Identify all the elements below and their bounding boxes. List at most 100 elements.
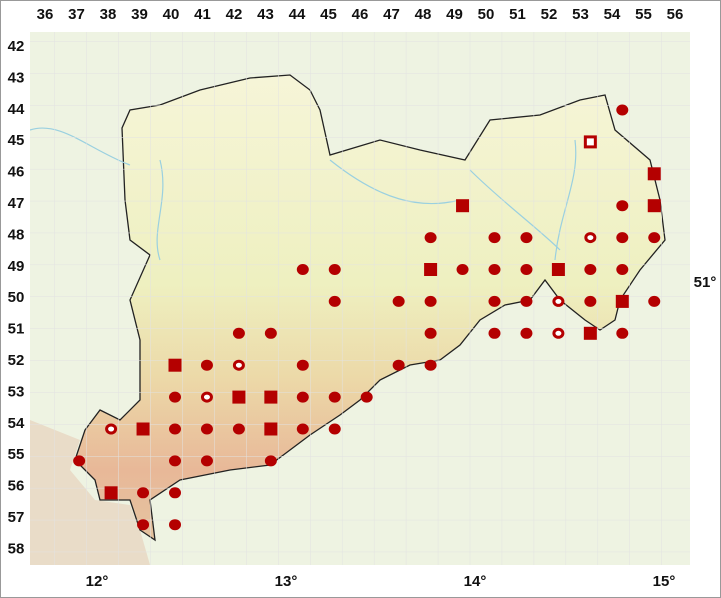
marker-dot <box>169 487 181 499</box>
column-label: 53 <box>572 6 589 23</box>
marker-dot <box>232 327 245 339</box>
marker-dot <box>424 327 437 339</box>
marker-dot <box>328 264 341 275</box>
marker-dot <box>488 232 501 244</box>
marker-square <box>551 263 565 276</box>
marker-dot <box>648 295 661 307</box>
column-label: 56 <box>667 6 684 23</box>
marker-square <box>424 263 438 276</box>
column-label: 37 <box>68 6 85 23</box>
marker-open-dot <box>552 327 565 339</box>
marker-dot <box>392 295 405 307</box>
column-label: 48 <box>415 6 432 23</box>
marker-dot <box>392 359 405 371</box>
marker-dot <box>169 423 181 435</box>
marker-dot <box>296 423 309 435</box>
marker-dot <box>616 200 629 212</box>
marker-dot <box>169 519 181 531</box>
marker-dot <box>616 327 629 339</box>
marker-square <box>647 199 661 213</box>
column-label: 43 <box>257 6 274 23</box>
column-label: 46 <box>352 6 369 23</box>
marker-dot <box>328 295 341 307</box>
marker-dot <box>424 295 437 307</box>
column-label: 47 <box>383 6 400 23</box>
marker-dot <box>648 232 661 244</box>
marker-dot <box>169 455 181 467</box>
marker-dot <box>137 487 150 499</box>
top-band <box>0 0 721 30</box>
longitude-label: 13° <box>275 573 298 590</box>
marker-dot <box>232 423 245 435</box>
marker-square <box>264 422 278 436</box>
row-label: 51 <box>8 321 25 338</box>
marker-dot <box>520 327 533 339</box>
marker-dot <box>616 232 629 244</box>
row-label: 54 <box>8 415 25 432</box>
marker-dot <box>616 104 629 116</box>
column-label: 36 <box>37 6 54 23</box>
marker-dot <box>296 391 309 403</box>
bottom-band <box>0 565 721 598</box>
marker-dot <box>296 264 309 275</box>
column-label: 45 <box>320 6 337 23</box>
marker-open-square <box>583 135 597 149</box>
right-band <box>690 30 721 570</box>
marker-dot <box>328 423 341 435</box>
row-label: 47 <box>8 195 25 212</box>
row-label: 55 <box>8 446 25 463</box>
row-label: 49 <box>8 258 25 275</box>
row-label: 57 <box>8 509 25 526</box>
marker-dot <box>73 455 86 467</box>
column-label: 49 <box>446 6 463 23</box>
column-label: 40 <box>163 6 180 23</box>
marker-dot <box>200 423 213 435</box>
column-label: 55 <box>635 6 652 23</box>
marker-dot <box>456 264 469 275</box>
marker-dot <box>520 295 533 307</box>
marker-square <box>456 199 470 213</box>
marker-dot <box>520 232 533 244</box>
longitude-label: 15° <box>653 573 676 590</box>
left-band <box>0 30 30 570</box>
marker-dot <box>584 295 597 307</box>
marker-dot <box>200 455 213 467</box>
row-label: 42 <box>8 38 25 55</box>
marker-dot <box>137 519 150 531</box>
marker-dot <box>360 391 373 403</box>
column-label: 44 <box>289 6 306 23</box>
marker-dot <box>488 295 501 307</box>
row-label: 48 <box>8 226 25 243</box>
marker-dot <box>169 391 181 403</box>
marker-open-dot <box>552 295 565 307</box>
marker-square <box>264 390 278 404</box>
column-label: 50 <box>478 6 495 23</box>
marker-dot <box>616 264 629 275</box>
marker-dot <box>264 327 277 339</box>
column-label: 41 <box>194 6 211 23</box>
row-label: 43 <box>8 69 25 86</box>
marker-dot <box>328 391 341 403</box>
marker-dot <box>424 359 437 371</box>
marker-dot <box>488 264 501 275</box>
marker-square <box>104 486 118 500</box>
marker-square <box>136 422 150 436</box>
marker-dot <box>200 359 213 371</box>
marker-open-dot <box>584 232 597 244</box>
latitude-label: 51° <box>694 274 717 291</box>
marker-square <box>615 294 629 308</box>
marker-dot <box>296 359 309 371</box>
marker-square <box>168 358 182 372</box>
marker-dot <box>424 232 437 244</box>
marker-square <box>232 390 246 404</box>
marker-square <box>583 326 597 340</box>
marker-open-dot <box>200 391 213 403</box>
longitude-label: 12° <box>86 573 109 590</box>
marker-dot <box>584 264 597 275</box>
row-label: 46 <box>8 164 25 181</box>
longitude-label: 14° <box>464 573 487 590</box>
marker-open-dot <box>105 423 118 435</box>
column-label: 52 <box>541 6 558 23</box>
row-label: 50 <box>8 289 25 306</box>
